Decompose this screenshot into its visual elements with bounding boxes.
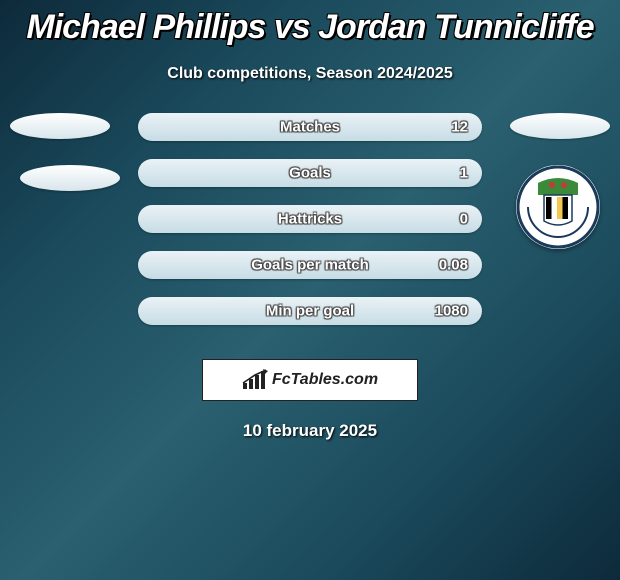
stat-row: Matches 12: [0, 113, 620, 159]
stats-container: Matches 12 Goals 1 Hattricks 0 Goals per…: [0, 113, 620, 343]
attribution-text: FcTables.com: [272, 371, 378, 389]
stat-pill: Goals per match 0.08: [138, 251, 482, 279]
subtitle: Club competitions, Season 2024/2025: [0, 65, 620, 83]
stat-pill: Hattricks 0: [138, 205, 482, 233]
stat-value-right: 12: [451, 119, 468, 136]
stat-row: Min per goal 1080: [0, 297, 620, 343]
stat-value-right: 1080: [435, 303, 468, 320]
stat-pill: Matches 12: [138, 113, 482, 141]
stat-row: Goals per match 0.08: [0, 251, 620, 297]
page-title: Michael Phillips vs Jordan Tunnicliffe: [0, 0, 620, 47]
stat-value-right: 0: [460, 211, 468, 228]
stat-row: Goals 1: [0, 159, 620, 205]
stat-label: Goals: [289, 165, 331, 182]
stat-pill: Goals 1: [138, 159, 482, 187]
stat-value-right: 0.08: [439, 257, 468, 274]
stat-label: Hattricks: [278, 211, 342, 228]
stat-label: Matches: [280, 119, 340, 136]
stat-pill: Min per goal 1080: [138, 297, 482, 325]
stat-value-right: 1: [460, 165, 468, 182]
attribution-box: FcTables.com: [202, 359, 418, 401]
stat-label: Goals per match: [251, 257, 369, 274]
bars-icon: [242, 369, 268, 391]
date-label: 10 february 2025: [0, 421, 620, 441]
stat-row: Hattricks 0: [0, 205, 620, 251]
stat-label: Min per goal: [266, 303, 354, 320]
